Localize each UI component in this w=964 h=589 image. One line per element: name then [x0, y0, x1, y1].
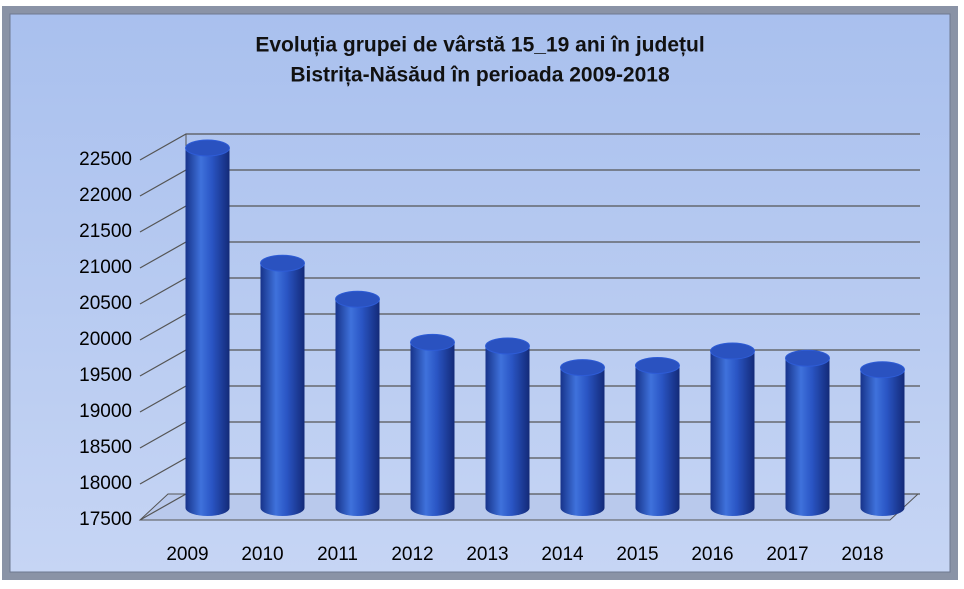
y-tick-label: 17500 — [79, 509, 132, 530]
bar — [335, 299, 380, 516]
bar — [185, 148, 230, 516]
bar — [560, 367, 605, 516]
y-tick-label: 21500 — [79, 221, 132, 242]
y-tick-label: 19000 — [79, 401, 132, 422]
x-tick-label: 2010 — [241, 544, 283, 565]
x-tick-label: 2013 — [466, 544, 508, 565]
bar-top — [485, 337, 530, 355]
y-tick-label: 20500 — [79, 293, 132, 314]
bar-top — [185, 139, 230, 157]
x-tick-label: 2011 — [317, 544, 358, 565]
chart-title: Evoluția grupei de vârstă 15_19 ani în j… — [255, 34, 704, 57]
y-tick-label: 21000 — [79, 257, 132, 278]
bar — [710, 351, 755, 516]
x-tick-label: 2015 — [616, 544, 658, 565]
bar — [485, 346, 530, 516]
y-tick-label: 22000 — [79, 185, 132, 206]
x-tick-label: 2016 — [691, 544, 733, 565]
bar — [785, 358, 830, 516]
bar — [860, 369, 905, 516]
y-tick-label: 20000 — [79, 329, 132, 350]
x-tick-label: 2012 — [391, 544, 433, 565]
bar-top — [260, 254, 305, 272]
bar — [260, 263, 305, 516]
y-tick-label: 18500 — [79, 437, 132, 458]
bar-top — [635, 356, 680, 374]
x-tick-label: 2018 — [841, 544, 883, 565]
bar — [635, 365, 680, 516]
bar — [410, 342, 455, 516]
bar-top — [560, 359, 605, 377]
bar-top — [860, 361, 905, 379]
x-tick-label: 2009 — [166, 544, 208, 565]
bar-top — [335, 290, 380, 308]
x-tick-label: 2017 — [766, 544, 808, 565]
y-tick-label: 18000 — [79, 473, 132, 494]
bar-top — [410, 333, 455, 351]
bar-top — [785, 349, 830, 367]
y-tick-label: 22500 — [79, 149, 132, 170]
bar-top — [710, 342, 755, 360]
y-tick-label: 19500 — [79, 365, 132, 386]
chart-title: Bistrița-Năsăud în perioada 2009-2018 — [290, 64, 670, 87]
x-tick-label: 2014 — [541, 544, 584, 565]
